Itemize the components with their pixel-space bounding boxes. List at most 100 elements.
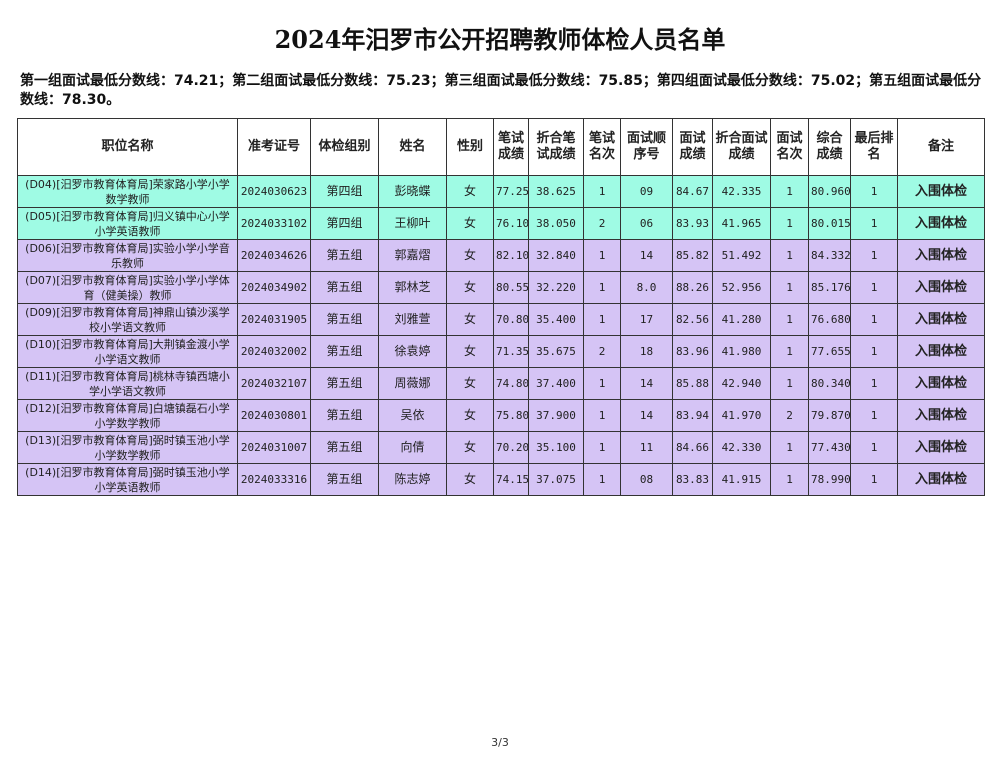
column-header: 面试名次 — [770, 118, 809, 176]
cell-interview-order: 17 — [620, 303, 673, 336]
cell-written-score: 82.10 — [493, 239, 529, 272]
cell-group: 第五组 — [310, 367, 379, 400]
cell-interview-score: 84.67 — [672, 175, 713, 208]
cell-total-score: 85.176 — [808, 271, 851, 304]
cell-position: (D07)[汨罗市教育体育局]实验小学小学体育（健美操）教师 — [17, 271, 238, 304]
cell-interview-rank: 1 — [770, 463, 809, 496]
cell-interview-order: 8.0 — [620, 271, 673, 304]
cell-written-rank: 2 — [583, 335, 621, 368]
cell-written-weighted: 32.220 — [528, 271, 584, 304]
cell-interview-score: 88.26 — [672, 271, 713, 304]
cell-name: 陈志婷 — [378, 463, 447, 496]
cell-written-score: 71.35 — [493, 335, 529, 368]
cell-exam-id: 2024032002 — [237, 335, 311, 368]
cell-position: (D12)[汨罗市教育体育局]白塘镇磊石小学小学数学教师 — [17, 399, 238, 432]
cell-written-weighted: 38.050 — [528, 207, 584, 240]
column-header: 面试成绩 — [672, 118, 713, 176]
cell-interview-score: 85.88 — [672, 367, 713, 400]
cell-group: 第五组 — [310, 303, 379, 336]
cell-final-rank: 1 — [850, 335, 898, 368]
cell-remark: 入围体检 — [897, 303, 985, 336]
cell-interview-score: 83.94 — [672, 399, 713, 432]
cell-remark: 入围体检 — [897, 367, 985, 400]
cell-name: 郭林芝 — [378, 271, 447, 304]
cell-written-rank: 1 — [583, 431, 621, 464]
cell-group: 第五组 — [310, 239, 379, 272]
cell-interview-rank: 1 — [770, 207, 809, 240]
column-header: 姓名 — [378, 118, 447, 176]
cell-exam-id: 2024030801 — [237, 399, 311, 432]
cell-gender: 女 — [446, 175, 494, 208]
cell-gender: 女 — [446, 335, 494, 368]
cell-written-weighted: 32.840 — [528, 239, 584, 272]
cell-interview-score: 83.96 — [672, 335, 713, 368]
table-row: (D10)[汨罗市教育体育局]大荆镇金渡小学小学语文教师 2024032002 第五… — [17, 335, 985, 368]
cell-gender: 女 — [446, 431, 494, 464]
cell-remark: 入围体检 — [897, 463, 985, 496]
cell-exam-id: 2024033316 — [237, 463, 311, 496]
cell-remark: 入围体检 — [897, 175, 985, 208]
cell-interview-score: 83.93 — [672, 207, 713, 240]
cell-exam-id: 2024034902 — [237, 271, 311, 304]
cell-gender: 女 — [446, 239, 494, 272]
cell-group: 第五组 — [310, 399, 379, 432]
cell-name: 王柳叶 — [378, 207, 447, 240]
cell-written-rank: 1 — [583, 271, 621, 304]
cell-remark: 入围体检 — [897, 431, 985, 464]
cell-interview-weighted: 41.980 — [712, 335, 771, 368]
cell-interview-order: 11 — [620, 431, 673, 464]
table-row: (D13)[汨罗市教育体育局]弼时镇玉池小学小学数学教师 2024031007 第五… — [17, 431, 985, 464]
cell-interview-rank: 1 — [770, 367, 809, 400]
cell-total-score: 79.870 — [808, 399, 851, 432]
cell-interview-score: 85.82 — [672, 239, 713, 272]
cell-written-weighted: 37.900 — [528, 399, 584, 432]
cell-exam-id: 2024031905 — [237, 303, 311, 336]
cell-interview-score: 83.83 — [672, 463, 713, 496]
column-header: 综合成绩 — [808, 118, 851, 176]
cell-written-score: 80.55 — [493, 271, 529, 304]
cell-final-rank: 1 — [850, 271, 898, 304]
column-header: 准考证号 — [237, 118, 311, 176]
cell-name: 彭晓蝶 — [378, 175, 447, 208]
cell-interview-order: 08 — [620, 463, 673, 496]
cell-exam-id: 2024033102 — [237, 207, 311, 240]
cell-interview-weighted: 41.965 — [712, 207, 771, 240]
cell-interview-weighted: 42.330 — [712, 431, 771, 464]
cell-name: 郭嘉熠 — [378, 239, 447, 272]
cell-group: 第四组 — [310, 175, 379, 208]
page-title: 2024年汨罗市公开招聘教师体检人员名单 — [274, 25, 726, 54]
cell-written-score: 70.20 — [493, 431, 529, 464]
cell-exam-id: 2024034626 — [237, 239, 311, 272]
cell-written-score: 74.15 — [493, 463, 529, 496]
column-header: 折合面试成绩 — [712, 118, 771, 176]
cell-total-score: 77.655 — [808, 335, 851, 368]
cell-final-rank: 1 — [850, 399, 898, 432]
cell-group: 第五组 — [310, 335, 379, 368]
cell-interview-score: 82.56 — [672, 303, 713, 336]
cell-written-rank: 1 — [583, 463, 621, 496]
cell-group: 第五组 — [310, 431, 379, 464]
score-line-note: 第一组面试最低分数线：74.21；第二组面试最低分数线：75.23；第三组面试最… — [20, 73, 982, 108]
column-header: 笔试名次 — [583, 118, 621, 176]
cell-interview-rank: 1 — [770, 303, 809, 336]
column-header: 折合笔试成绩 — [528, 118, 584, 176]
cell-written-weighted: 35.675 — [528, 335, 584, 368]
cell-interview-order: 14 — [620, 399, 673, 432]
table-row: (D06)[汨罗市教育体育局]实验小学小学音乐教师 2024034626 第五组 郭嘉… — [17, 239, 985, 272]
cell-position: (D06)[汨罗市教育体育局]实验小学小学音乐教师 — [17, 239, 238, 272]
cell-remark: 入围体检 — [897, 239, 985, 272]
column-header: 备注 — [897, 118, 985, 176]
cell-written-score: 70.80 — [493, 303, 529, 336]
cell-group: 第五组 — [310, 463, 379, 496]
cell-written-rank: 1 — [583, 367, 621, 400]
cell-written-score: 75.80 — [493, 399, 529, 432]
cell-gender: 女 — [446, 399, 494, 432]
cell-final-rank: 1 — [850, 367, 898, 400]
cell-interview-rank: 2 — [770, 399, 809, 432]
cell-total-score: 77.430 — [808, 431, 851, 464]
cell-remark: 入围体检 — [897, 271, 985, 304]
cell-total-score: 80.015 — [808, 207, 851, 240]
cell-interview-order: 14 — [620, 367, 673, 400]
cell-remark: 入围体检 — [897, 207, 985, 240]
cell-written-weighted: 38.625 — [528, 175, 584, 208]
